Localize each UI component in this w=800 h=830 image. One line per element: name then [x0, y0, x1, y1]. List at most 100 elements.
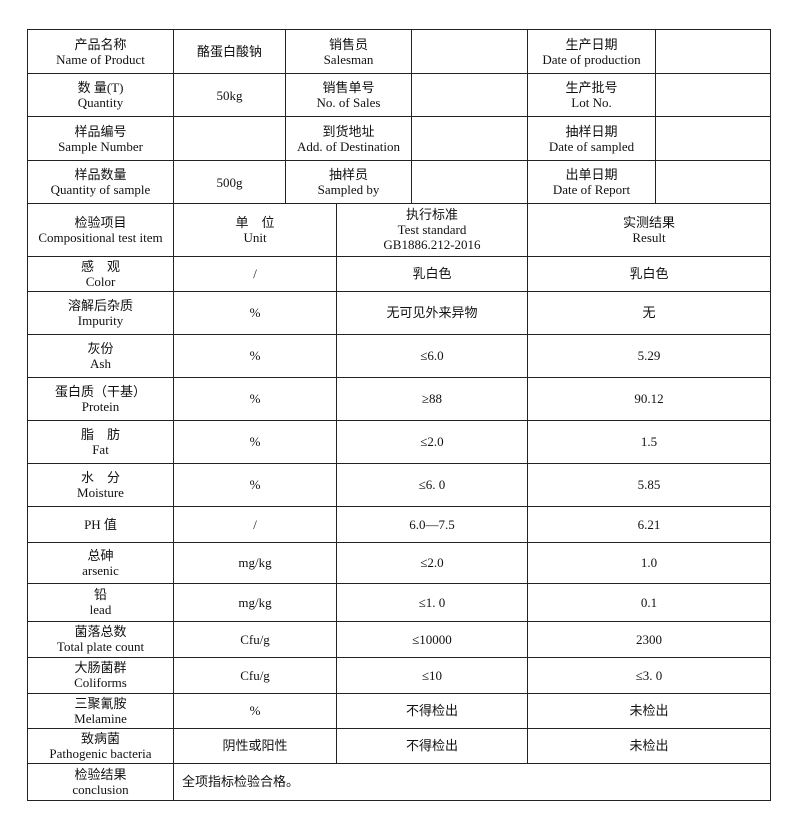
test-row: 大肠菌群 Coliforms Cfu/g ≤10 ≤3. 0 — [27, 656, 771, 694]
test-result: 未检出 — [527, 692, 771, 729]
info-value — [411, 29, 528, 74]
test-row: 灰份 Ash% ≤6.0 5.29 — [27, 333, 771, 378]
test-result: 2300 — [527, 620, 771, 658]
info-value: 500g — [173, 160, 286, 204]
info-label-en: Date of production — [542, 51, 641, 67]
test-item-zh: 感 观 — [80, 258, 120, 274]
info-label-en: Salesman — [323, 51, 374, 67]
info-label-zh: 销售单号 — [322, 80, 375, 95]
test-standard: 无可见外来异物 — [336, 290, 528, 335]
test-standard: ≥88 — [336, 376, 528, 421]
test-standard: ≤6. 0 — [336, 462, 528, 507]
info-label-zh: 产品名称 — [74, 36, 127, 52]
test-item-en: Coliforms — [74, 675, 127, 690]
info-label-zh: 抽样日期 — [565, 123, 618, 139]
test-item: 灰份 Ash — [27, 333, 174, 378]
result-header-zh: 实测结果 — [622, 214, 675, 230]
test-item-zh: 菌落总数 — [74, 624, 127, 639]
test-item: 铅 lead — [27, 582, 174, 622]
item-header-zh: 检验项目 — [74, 214, 127, 230]
test-item-zh: 水 分 — [80, 469, 120, 485]
info-label: 销售单号 No. of Sales — [285, 73, 412, 117]
test-item-zh: 脂 肪 — [80, 426, 120, 442]
conclusion-label-en: conclusion — [72, 781, 129, 797]
test-unit: mg/kg — [173, 541, 337, 584]
item-header-en: Compositional test item — [38, 229, 163, 245]
test-unit: % — [173, 692, 337, 729]
unit-header-en: Unit — [243, 229, 267, 245]
test-row: 蛋白质（干基） Protein% ≥88 90.12 — [27, 376, 771, 421]
info-value — [411, 73, 528, 117]
test-standard: 6.0—7.5 — [336, 505, 528, 543]
info-label-en: Sample Number — [58, 138, 143, 154]
test-item-zh: 致病菌 — [80, 730, 120, 746]
test-row: 脂 肪 Fat% ≤2.0 1.5 — [27, 419, 771, 464]
info-label: 生产批号 Lot No. — [527, 73, 656, 117]
info-label: 产品名称 Name of Product — [27, 29, 174, 74]
test-item-en: Fat — [92, 441, 109, 457]
info-label-zh: 生产批号 — [565, 80, 618, 95]
info-label-zh: 数 量(T) — [77, 80, 124, 95]
test-result: 未检出 — [527, 727, 771, 764]
info-label: 抽样日期 Date of sampled — [527, 116, 656, 161]
test-item: 大肠菌群 Coliforms — [27, 656, 174, 694]
info-label-en: Date of Report — [552, 182, 631, 197]
info-label-en: Name of Product — [56, 51, 145, 67]
info-label-en: Quantity — [77, 95, 124, 110]
test-result: 乳白色 — [527, 255, 771, 292]
test-standard: 乳白色 — [336, 255, 528, 292]
conclusion-text: 全项指标检验合格。 — [173, 762, 771, 801]
test-standard: 不得检出 — [336, 727, 528, 764]
test-row: 总砷 arsenic mg/kg ≤2.0 1.0 — [27, 541, 771, 584]
test-item: 感 观 Color — [27, 255, 174, 292]
standard-header-en: Test standard — [397, 222, 467, 237]
test-item: 总砷 arsenic — [27, 541, 174, 584]
test-item-en: Total plate count — [56, 639, 145, 654]
test-unit: / — [173, 255, 337, 292]
test-standard: ≤6.0 — [336, 333, 528, 378]
test-unit: 阴性或阳性 — [173, 727, 337, 764]
test-result: 1.5 — [527, 419, 771, 464]
info-label-zh: 生产日期 — [565, 36, 618, 52]
test-row: 菌落总数 Total plate count Cfu/g ≤10000 2300 — [27, 620, 771, 658]
test-row: 铅 lead mg/kg ≤1. 0 0.1 — [27, 582, 771, 622]
info-label: 到货地址 Add. of Destination — [285, 116, 412, 161]
test-result: ≤3. 0 — [527, 656, 771, 694]
test-row: 溶解后杂质 Impurity% 无可见外来异物无 — [27, 290, 771, 335]
test-row: 水 分 Moisture% ≤6. 0 5.85 — [27, 462, 771, 507]
test-item: 三聚氰胺 Melamine — [27, 692, 174, 729]
info-label: 数 量(T) Quantity — [27, 73, 174, 117]
test-item-en: Melamine — [74, 710, 127, 726]
test-standard: ≤10000 — [336, 620, 528, 658]
test-unit: Cfu/g — [173, 620, 337, 658]
standard-header: 执行标准 Test standard GB1886.212-2016 — [336, 202, 528, 257]
info-value: 酪蛋白酸钠 — [173, 29, 286, 74]
test-unit: / — [173, 505, 337, 543]
info-label: 销售员 Salesman — [285, 29, 412, 74]
test-item-en: Protein — [81, 398, 120, 414]
info-value — [411, 160, 528, 204]
test-item-en: Impurity — [77, 312, 124, 328]
conclusion-label-zh: 检验结果 — [74, 766, 127, 782]
test-result: 0.1 — [527, 582, 771, 622]
test-row: PH 值 /6.0—7.5 6.21 — [27, 505, 771, 543]
test-unit: % — [173, 462, 337, 507]
test-standard: ≤2.0 — [336, 419, 528, 464]
standard-header-zh: 执行标准 — [405, 207, 458, 222]
unit-header: 单 位 Unit — [173, 202, 337, 257]
info-label-en: Date of sampled — [548, 138, 635, 154]
conclusion-row: 检验结果 conclusion 全项指标检验合格。 — [27, 762, 771, 801]
result-header: 实测结果 Result — [527, 202, 771, 257]
info-label-zh: 抽样员 — [328, 167, 368, 182]
test-item-en: Moisture — [77, 484, 124, 500]
test-item-zh: 铅 — [93, 587, 107, 602]
test-unit: % — [173, 376, 337, 421]
test-item-zh: 蛋白质（干基） — [54, 383, 146, 399]
standard-code: GB1886.212-2016 — [383, 237, 481, 252]
info-value — [173, 116, 286, 161]
test-item-zh: 大肠菌群 — [74, 660, 127, 675]
test-unit: % — [173, 290, 337, 335]
test-unit: % — [173, 333, 337, 378]
result-header-en: Result — [632, 229, 666, 245]
test-item: 菌落总数 Total plate count — [27, 620, 174, 658]
